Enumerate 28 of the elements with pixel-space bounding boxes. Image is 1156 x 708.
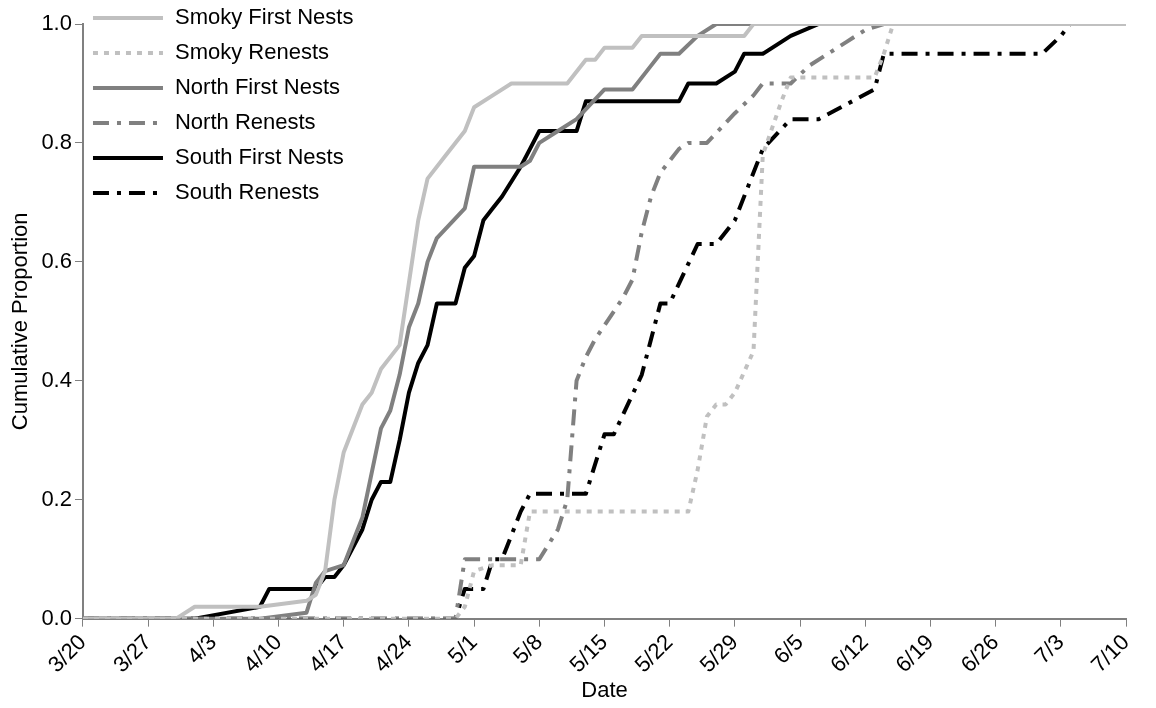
x-tick-label: 4/24	[368, 629, 417, 678]
y-tick-label: 0.8	[41, 128, 72, 154]
y-tick-label: 0.4	[41, 366, 72, 392]
x-tick-label: 7/3	[1029, 629, 1069, 669]
y-tick-label: 0.2	[41, 485, 72, 511]
x-tick-label: 3/20	[42, 629, 91, 678]
x-tick-label: 7/10	[1085, 629, 1134, 678]
legend-label: South First Nests	[174, 144, 344, 170]
y-tick-label: 0.6	[41, 247, 72, 273]
y-tick-label: 0.0	[41, 604, 72, 630]
y-tick-label: 1.0	[41, 10, 72, 36]
legend-label: Smoky Renests	[174, 39, 330, 65]
x-tick-label: 6/12	[825, 629, 874, 678]
legend-label: North Renests	[174, 109, 316, 135]
legend-label: Smoky First Nests	[174, 4, 354, 30]
x-tick-label: 4/10	[238, 629, 287, 678]
x-tick-label: 6/19	[890, 629, 939, 678]
x-tick-label: 5/8	[507, 629, 548, 669]
x-tick-label: 5/1	[442, 629, 482, 669]
x-axis-title: Date	[581, 676, 628, 702]
y-axis-title: Cumulative Proportion	[7, 212, 33, 431]
x-tick-label: 6/26	[955, 629, 1004, 678]
x-tick-label: 5/22	[629, 629, 678, 678]
x-tick-label: 4/3	[181, 629, 222, 669]
legend-label: South Renests	[174, 179, 320, 205]
x-tick-label: 5/29	[694, 629, 743, 678]
legend-label: North First Nests	[174, 74, 341, 100]
x-tick-label: 6/5	[768, 629, 808, 669]
